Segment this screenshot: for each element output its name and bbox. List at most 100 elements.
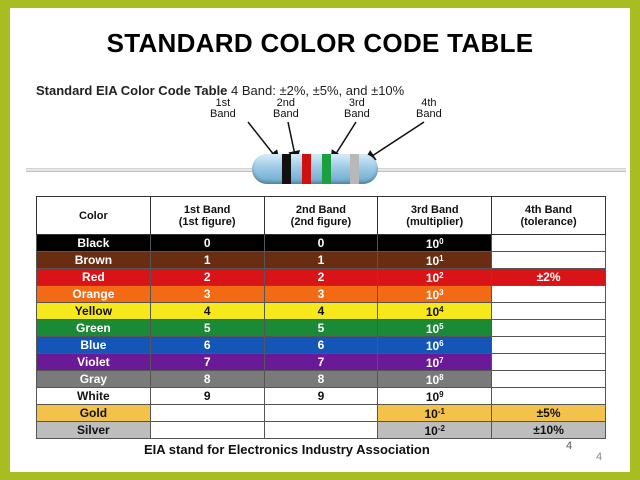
multiplier-exponent: -1	[437, 407, 445, 416]
resistor-band-2	[302, 154, 311, 184]
multiplier-base: 10	[425, 271, 440, 285]
multiplier-exponent: 5	[439, 322, 444, 331]
tolerance-cell	[491, 353, 606, 371]
multiplier-exponent: 8	[439, 373, 444, 382]
multiplier-base: 10	[425, 339, 440, 353]
color-name-cell: Black	[36, 234, 151, 252]
multiplier-exponent: 9	[439, 390, 444, 399]
second-band-cell: 7	[263, 353, 379, 371]
table-row: Brown 1 1 101	[36, 251, 606, 269]
multiplier-cell: 102	[377, 268, 493, 286]
tolerance-cell	[491, 234, 606, 252]
first-band-cell: 5	[149, 319, 265, 337]
table-header-cell: Color	[36, 196, 151, 235]
multiplier-cell: 107	[377, 353, 493, 371]
band-label-1: 1st Band	[210, 97, 236, 120]
slide-title: STANDARD COLOR CODE TABLE	[106, 28, 534, 58]
footer-note: EIA stand for Electronics Industry Assoc…	[144, 442, 430, 457]
table-row: Blue 6 6 106	[36, 336, 606, 354]
band-label-4: 4th Band	[416, 97, 442, 120]
table-header-row: Color 1st Band (1st figure) 2nd Band (2nd fi…	[36, 196, 606, 235]
second-band-cell: 4	[263, 302, 379, 320]
first-band-cell: 1	[149, 251, 265, 269]
first-band-cell: 0	[149, 234, 265, 252]
tolerance-cell	[491, 370, 606, 388]
color-name-cell: White	[36, 387, 151, 405]
color-name-cell: Blue	[36, 336, 151, 354]
tolerance-cell	[491, 251, 606, 269]
multiplier-cell: 10-1	[377, 404, 493, 422]
table-row: Gold 10-1 ±5%	[36, 404, 606, 422]
multiplier-cell: 103	[377, 285, 493, 303]
table-header-cell: 2nd Band (2nd figure)	[263, 196, 379, 235]
page-number-secondary: 4	[596, 451, 603, 463]
table-header-cell: 3rd Band (multiplier)	[377, 196, 493, 235]
multiplier-base: 10	[425, 322, 440, 336]
tolerance-cell: ±2%	[491, 268, 606, 286]
multiplier-exponent: 6	[439, 339, 444, 348]
color-name-cell: Yellow	[36, 302, 151, 320]
tolerance-cell	[491, 387, 606, 405]
figure-heading-rest: 4 Band: ±2%, ±5%, and ±10%	[231, 83, 405, 98]
second-band-cell: 2	[263, 268, 379, 286]
band-label-2: 2nd Band	[273, 97, 299, 120]
multiplier-exponent: 4	[439, 305, 444, 314]
multiplier-base: 10	[424, 424, 438, 438]
multiplier-cell: 106	[377, 336, 493, 354]
multiplier-base: 10	[425, 390, 440, 404]
table-row: Green 5 5 105	[36, 319, 606, 337]
color-name-cell: Orange	[36, 285, 151, 303]
first-band-cell: 2	[149, 268, 265, 286]
multiplier-cell: 108	[377, 370, 493, 388]
multiplier-cell: 109	[377, 387, 493, 405]
band-label-3: 3rd Band	[344, 97, 370, 120]
multiplier-base: 10	[425, 373, 440, 387]
second-band-cell: 8	[263, 370, 379, 388]
multiplier-cell: 104	[377, 302, 493, 320]
second-band-cell: 5	[263, 319, 379, 337]
multiplier-exponent: 1	[439, 254, 444, 263]
color-code-table: Color 1st Band (1st figure) 2nd Band (2nd fi…	[36, 196, 606, 439]
figure-heading: Standard EIA Color Code Table 4 Band: ±2…	[36, 83, 404, 98]
resistor-band-3	[322, 154, 331, 184]
page-number: 4	[566, 440, 573, 452]
table-header-cell: 1st Band (1st figure)	[149, 196, 265, 235]
first-band-cell: 6	[149, 336, 265, 354]
table-header-cell: 4th Band (tolerance)	[491, 196, 606, 235]
table-row: White 9 9 109	[36, 387, 606, 405]
first-band-cell: 8	[149, 370, 265, 388]
first-band-cell: 9	[149, 387, 265, 405]
multiplier-base: 10	[424, 407, 438, 421]
color-name-cell: Brown	[36, 251, 151, 269]
table-row: Silver 10-2 ±10%	[36, 421, 606, 439]
second-band-cell	[263, 404, 379, 422]
second-band-cell: 9	[263, 387, 379, 405]
multiplier-cell: 101	[377, 251, 493, 269]
multiplier-exponent: -2	[437, 424, 445, 433]
color-name-cell: Gold	[36, 404, 151, 422]
band-arrows	[247, 121, 425, 163]
table-row: Yellow 4 4 104	[36, 302, 606, 320]
multiplier-base: 10	[425, 237, 440, 251]
multiplier-exponent: 2	[439, 271, 444, 280]
multiplier-base: 10	[425, 254, 440, 268]
color-name-cell: Green	[36, 319, 151, 337]
color-code-figure: Standard EIA Color Code Table 4 Band: ±2…	[26, 76, 626, 439]
table-row: Orange 3 3 103	[36, 285, 606, 303]
multiplier-exponent: 3	[439, 288, 444, 297]
multiplier-exponent: 0	[439, 237, 444, 246]
table-body: Black 0 0 100 Brown 1 1 101 Red 2 2 102 ±2% Orange 3 3 1…	[36, 234, 606, 439]
tolerance-cell	[491, 302, 606, 320]
second-band-cell: 3	[263, 285, 379, 303]
multiplier-base: 10	[425, 288, 440, 302]
second-band-cell: 0	[263, 234, 379, 252]
table-row: Gray 8 8 108	[36, 370, 606, 388]
second-band-cell: 6	[263, 336, 379, 354]
slide: STANDARD COLOR CODE TABLE Standard EIA C…	[10, 8, 630, 472]
multiplier-cell: 100	[377, 234, 493, 252]
second-band-cell	[263, 421, 379, 439]
color-name-cell: Red	[36, 268, 151, 286]
tolerance-cell	[491, 336, 606, 354]
multiplier-cell: 105	[377, 319, 493, 337]
tolerance-cell: ±5%	[491, 404, 606, 422]
